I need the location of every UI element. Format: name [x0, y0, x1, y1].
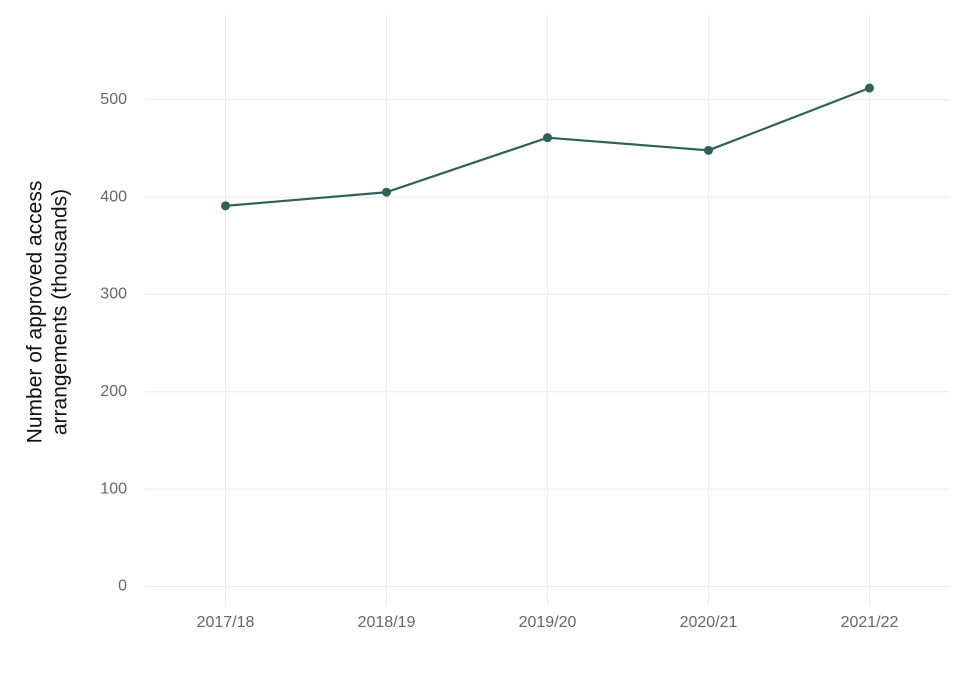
point [704, 145, 713, 155]
point [543, 133, 552, 143]
x-tick-label: 2018/19 [358, 614, 416, 631]
point [382, 187, 391, 197]
y-axis-title: Number of approved access [24, 181, 47, 444]
y-tick-label: 0 [118, 578, 127, 595]
x-tick-label: 2017/18 [197, 614, 255, 631]
y-tick-label: 100 [100, 480, 127, 497]
point [865, 83, 874, 93]
y-tick-label: 400 [100, 188, 127, 205]
y-tick-label: 300 [100, 286, 127, 303]
x-tick-label: 2020/21 [680, 614, 738, 631]
x-tick-label: 2019/20 [519, 614, 577, 631]
x-tick-label: 2021/22 [841, 614, 899, 631]
y-axis-title-group: Number of approved access arrangements (… [24, 181, 72, 444]
point [221, 201, 230, 211]
y-tick-label: 500 [100, 91, 127, 108]
y-tick-label: 200 [100, 383, 127, 400]
y-axis-title: arrangements (thousands) [49, 189, 72, 435]
